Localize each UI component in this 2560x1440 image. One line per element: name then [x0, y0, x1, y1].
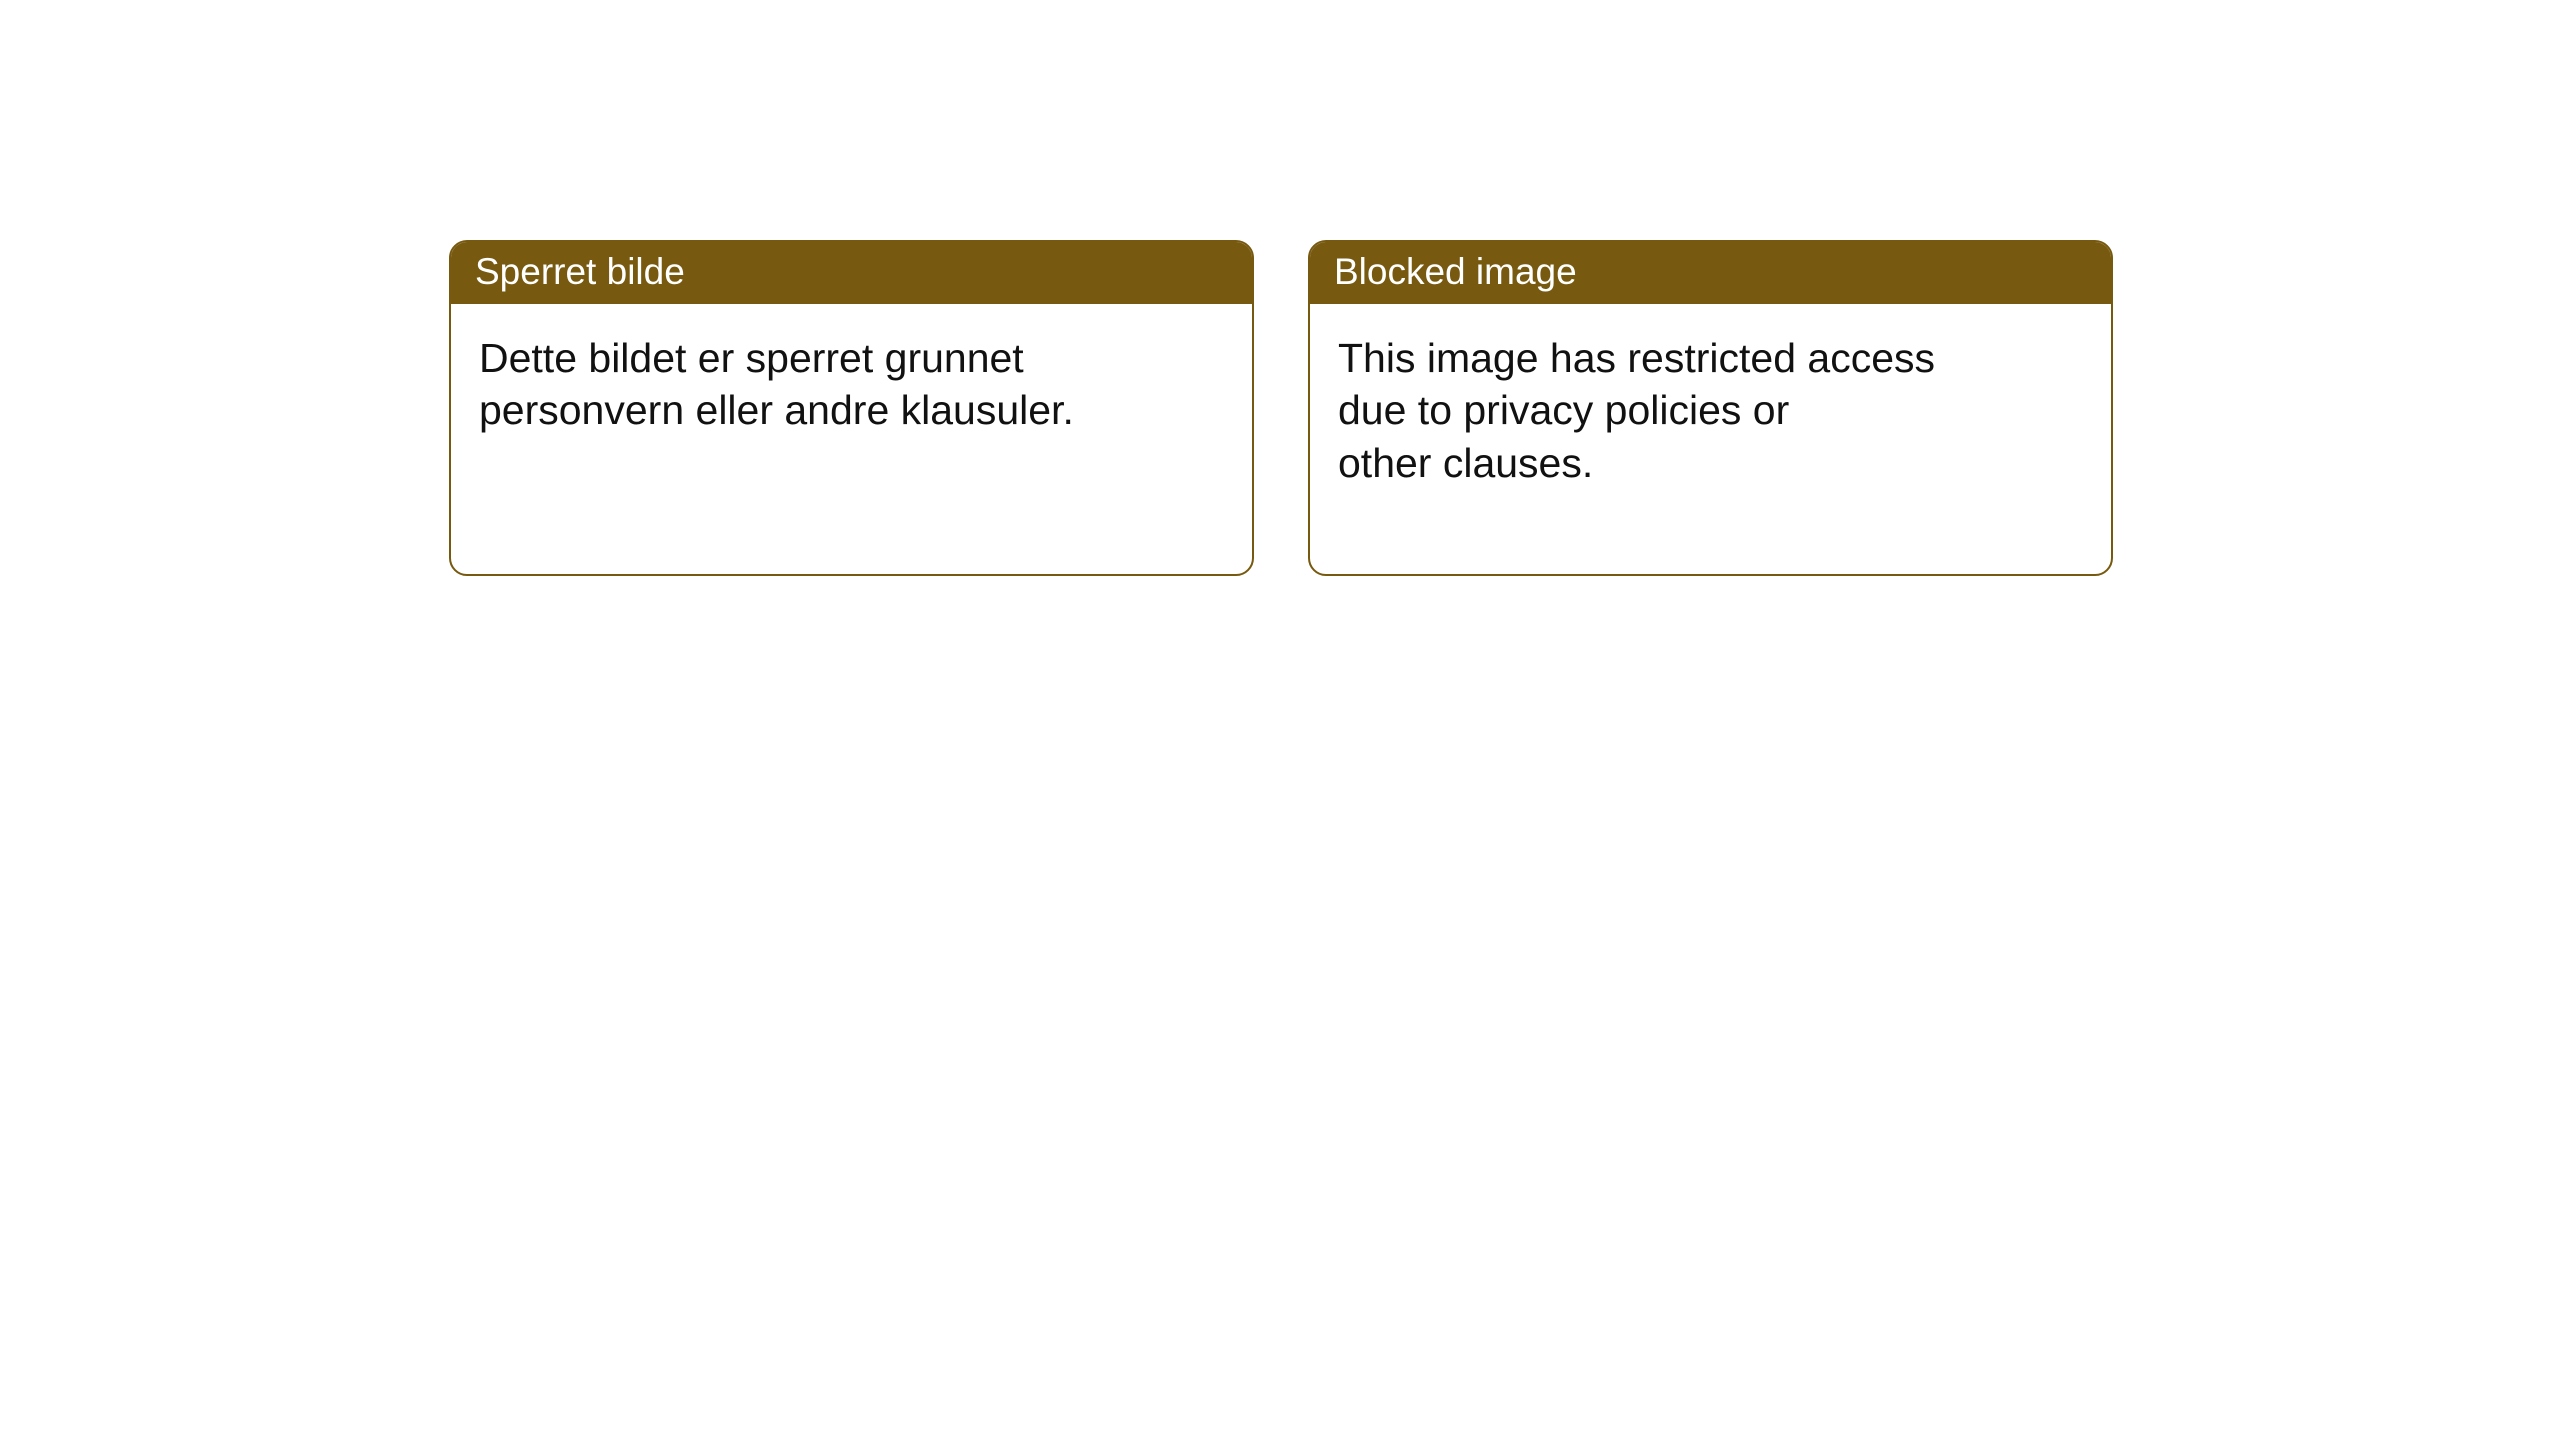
notice-card-norwegian: Sperret bilde Dette bildet er sperret gr…	[449, 240, 1254, 576]
notice-body-english: This image has restricted access due to …	[1310, 304, 2030, 512]
notice-body-norwegian: Dette bildet er sperret grunnet personve…	[451, 304, 1171, 460]
notice-title-english: Blocked image	[1310, 242, 2111, 304]
notice-container: Sperret bilde Dette bildet er sperret gr…	[0, 0, 2560, 576]
notice-card-english: Blocked image This image has restricted …	[1308, 240, 2113, 576]
notice-title-norwegian: Sperret bilde	[451, 242, 1252, 304]
